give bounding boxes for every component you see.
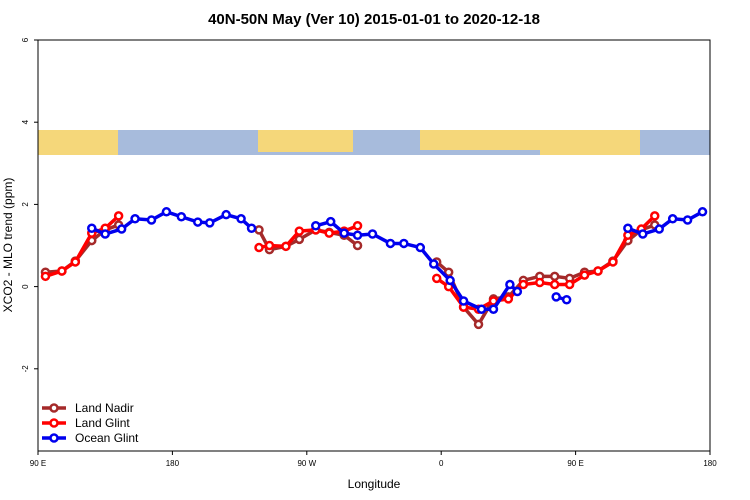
data-point [311, 221, 321, 231]
data-point [682, 215, 693, 225]
data-point [352, 221, 363, 231]
data-point [535, 277, 545, 288]
data-point [638, 229, 648, 239]
legend-label: Ocean Glint [75, 431, 139, 445]
data-point [294, 226, 305, 236]
data-point [697, 207, 708, 217]
data-point [176, 211, 187, 222]
x-tick-label: 180 [703, 459, 717, 468]
legend-label: Land Glint [75, 416, 130, 430]
data-point [549, 271, 560, 282]
data-point [324, 228, 334, 238]
data-point [561, 295, 572, 305]
data-point [415, 242, 426, 253]
data-point [445, 275, 455, 286]
data-point [399, 238, 409, 249]
legend-marker [49, 433, 59, 443]
data-point [236, 214, 246, 224]
data-point [505, 279, 515, 290]
plot-frame [37, 39, 711, 452]
data-point [428, 259, 439, 269]
data-point [116, 224, 127, 234]
map-strip [38, 130, 710, 155]
y-tick-label: 2 [21, 202, 30, 207]
data-point [70, 257, 81, 267]
y-axis-label: XCO2 - MLO trend (ppm) [1, 178, 15, 313]
x-tick-label: 0 [439, 459, 444, 468]
data-point [649, 211, 660, 221]
data-point [204, 218, 215, 228]
y-tick-label: 4 [21, 119, 30, 124]
data-point [294, 234, 305, 245]
x-tick-label: 180 [166, 459, 180, 468]
data-point [488, 304, 499, 314]
data-point [476, 304, 487, 314]
data-point [443, 267, 454, 277]
data-point [352, 230, 363, 240]
data-point [325, 216, 336, 227]
data-point [503, 294, 514, 304]
data-point [146, 215, 157, 225]
data-point [221, 209, 231, 220]
y-tick-label: 0 [21, 284, 30, 289]
series-line [435, 214, 656, 312]
data-point [57, 266, 67, 276]
data-point [623, 223, 633, 233]
data-point [130, 214, 140, 224]
chart-title: 40N-50N May (Ver 10) 2015-01-01 to 2020-… [208, 11, 540, 28]
data-point [40, 271, 51, 282]
x-tick-label: 90 E [567, 459, 583, 468]
data-point [161, 207, 172, 217]
data-point [193, 217, 203, 227]
data-point [431, 273, 442, 284]
data-point [518, 279, 529, 290]
data-point [339, 228, 349, 238]
y-tick-label: -2 [21, 365, 30, 373]
data-point [667, 214, 678, 224]
data-point [473, 319, 484, 330]
data-point [100, 229, 110, 239]
data-point [593, 266, 603, 276]
legend-marker [49, 418, 59, 428]
data-point [385, 238, 396, 249]
data-point [254, 242, 264, 253]
data-point [564, 279, 575, 290]
data-point [367, 229, 378, 239]
data-point [579, 270, 590, 280]
data-point [551, 292, 561, 302]
legend-label: Land Nadir [75, 401, 134, 415]
data-point [113, 211, 124, 221]
data-point [458, 296, 469, 306]
y-tick-label: 6 [21, 37, 30, 42]
data-point [87, 223, 97, 233]
x-tick-label: 90 E [30, 459, 46, 468]
data-point [254, 225, 264, 235]
data-point [246, 223, 257, 233]
data-point [549, 279, 560, 290]
data-point [281, 241, 291, 252]
data-point [608, 257, 618, 267]
data-point [512, 286, 523, 297]
legend-marker [49, 403, 59, 413]
data-point [264, 240, 275, 251]
x-tick-label: 90 W [297, 459, 316, 468]
x-axis-label: Longitude [348, 477, 401, 491]
data-point [352, 240, 363, 251]
data-point [654, 224, 664, 234]
